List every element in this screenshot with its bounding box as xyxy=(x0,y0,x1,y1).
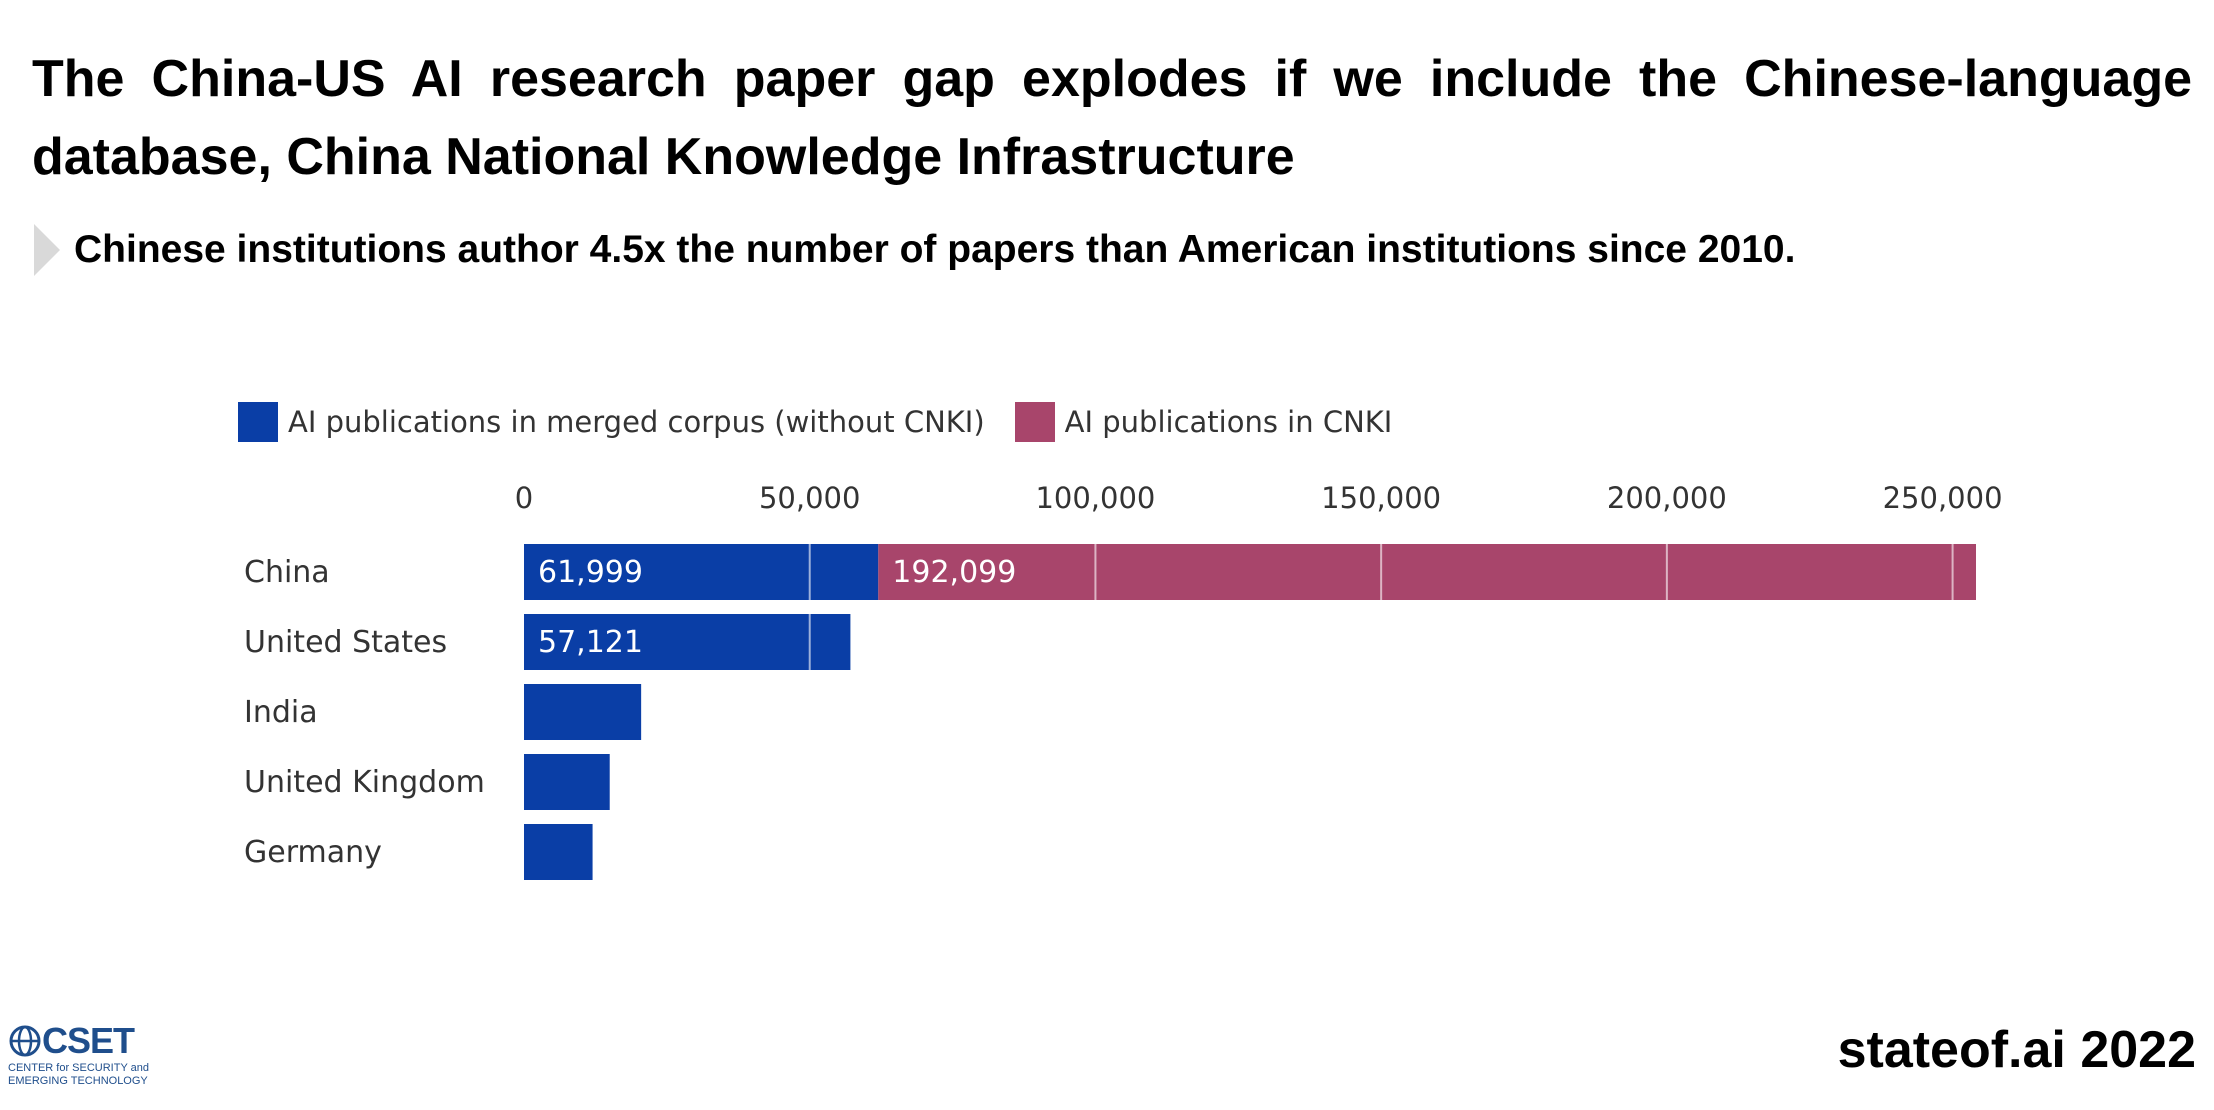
x-tick-label-200000: 200,000 xyxy=(1607,481,1727,515)
subtitle-row: Chinese institutions author 4.5x the num… xyxy=(34,222,1795,278)
x-tick-label-50000: 50,000 xyxy=(759,481,860,515)
x-tick-label-150000: 150,000 xyxy=(1321,481,1441,515)
category-label-china: China xyxy=(244,555,330,590)
category-label-india: India xyxy=(244,695,318,730)
cset-logo: CSET CENTER for SECURITY and EMERGING TE… xyxy=(8,1020,178,1088)
category-label-united-states: United States xyxy=(244,625,447,660)
x-tick-label-0: 0 xyxy=(515,481,533,515)
x-tick-label-100000: 100,000 xyxy=(1035,481,1155,515)
category-label-germany: Germany xyxy=(244,835,382,870)
bar-germany-series-0 xyxy=(524,824,593,880)
legend-swatch-merged xyxy=(238,402,278,442)
slide-subtitle: Chinese institutions author 4.5x the num… xyxy=(74,228,1796,271)
data-label-china-series-1: 192,099 xyxy=(892,555,1016,590)
x-tick-label-250000: 250,000 xyxy=(1883,481,2003,515)
bar-china-series-0 xyxy=(524,544,879,600)
triangle-bullet-icon xyxy=(34,224,60,276)
chart-legend: AI publications in merged corpus (withou… xyxy=(238,402,1422,442)
bar-india-series-0 xyxy=(524,684,642,740)
legend-label-merged: AI publications in merged corpus (withou… xyxy=(288,405,985,439)
legend-item-merged: AI publications in merged corpus (withou… xyxy=(238,402,985,442)
slide-title: The China-US AI research paper gap explo… xyxy=(32,50,2192,186)
legend-item-cnki: AI publications in CNKI xyxy=(1014,402,1393,442)
bar-united-states-series-0 xyxy=(524,614,851,670)
bar-china-series-1 xyxy=(878,544,1977,600)
bar-chart: China United States India United Kingdom Ger… xyxy=(244,481,2003,880)
category-label-united-kingdom: United Kingdom xyxy=(244,765,485,800)
data-label-united-states-series-0: 57,121 xyxy=(538,625,643,660)
footer-source: stateof.ai 2022 xyxy=(1837,1021,2196,1079)
globe-icon xyxy=(9,1025,41,1057)
legend-swatch-cnki xyxy=(1014,402,1055,442)
logo-wordmark: CSET xyxy=(42,1020,135,1061)
logo-subtitle-line2: EMERGING TECHNOLOGY xyxy=(8,1075,148,1087)
bar-united-kingdom-series-0 xyxy=(524,754,610,810)
logo-subtitle-line1: CENTER for SECURITY and xyxy=(8,1062,150,1074)
legend-label-cnki: AI publications in CNKI xyxy=(1064,405,1393,439)
data-label-china-series-0: 61,999 xyxy=(538,555,643,590)
